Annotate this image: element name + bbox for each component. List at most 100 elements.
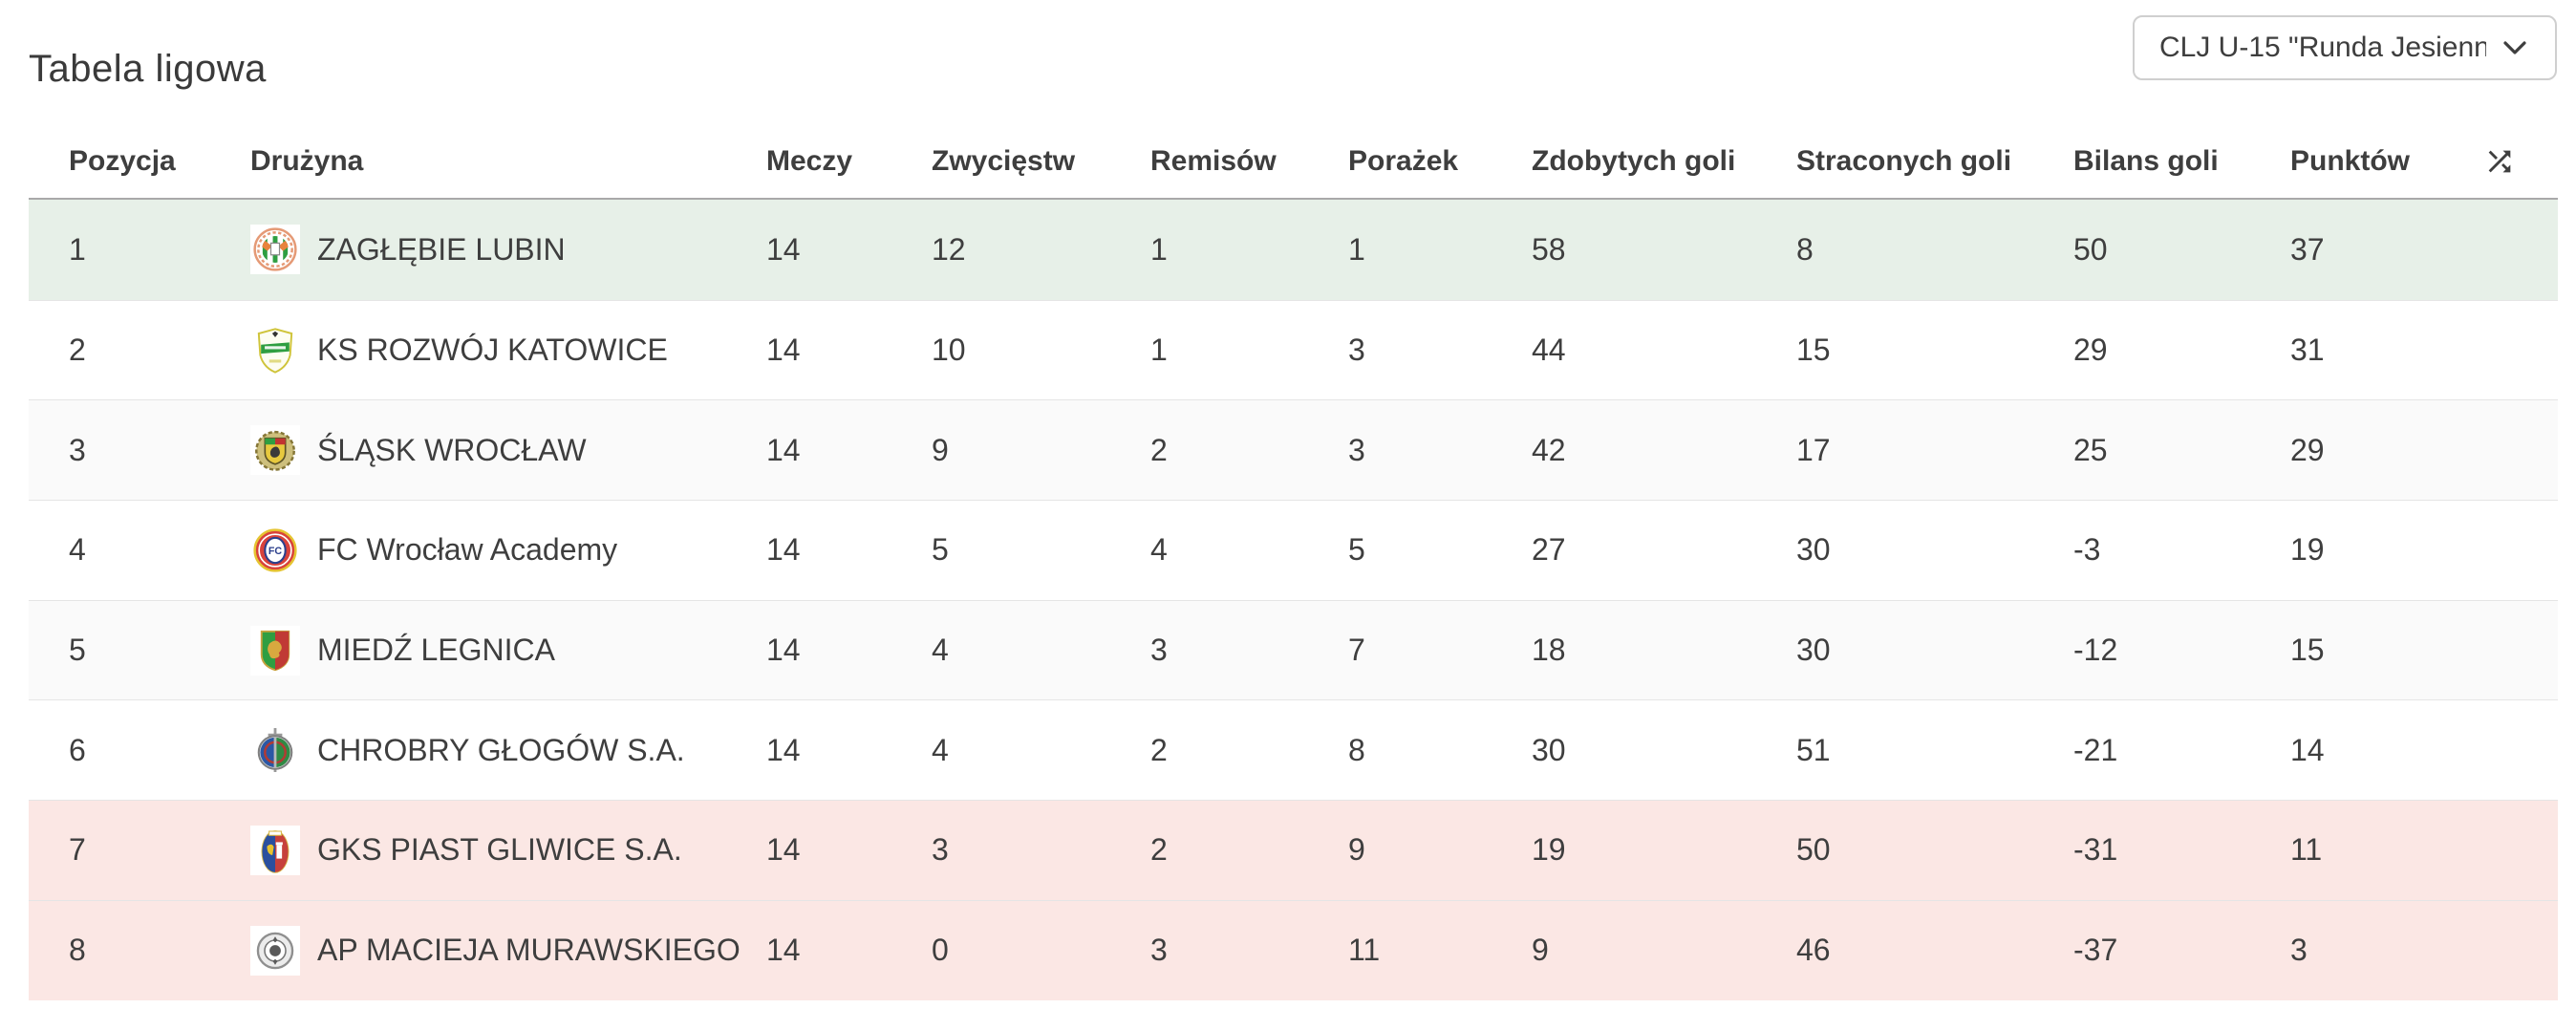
matches-cell: 14 <box>766 333 801 368</box>
topbar: Tabela ligowa CLJ U-15 "Runda Jesienna G… <box>0 0 2576 124</box>
team-name: GKS PIAST GLIWICE S.A. <box>317 832 682 868</box>
matches-cell: 14 <box>766 732 801 767</box>
wins-cell: 10 <box>932 333 966 368</box>
team-name: KS ROZWÓJ KATOWICE <box>317 333 668 368</box>
goal-diff-cell: -21 <box>2073 732 2118 767</box>
table-row-position-1[interactable]: 1 ZAGŁĘBIE LUBIN 14 12 1 1 58 8 50 37 <box>29 200 2558 300</box>
column-header-team: Drużyna <box>250 144 364 177</box>
table-body: 1 ZAGŁĘBIE LUBIN 14 12 1 1 58 8 50 37 2 … <box>29 200 2558 1000</box>
position-cell: 8 <box>69 933 86 968</box>
goals-for-cell: 19 <box>1532 832 1566 868</box>
chevron-down-icon <box>2503 40 2526 54</box>
team-name: MIEDŹ LEGNICA <box>317 633 555 668</box>
team-cell: AP MACIEJA MURAWSKIEGO <box>250 925 766 976</box>
points-cell: 19 <box>2290 532 2325 568</box>
table-row-position-7[interactable]: 7 GKS PIAST GLIWICE S.A. 14 3 2 9 19 50 … <box>29 800 2558 900</box>
matches-cell: 14 <box>766 532 801 568</box>
season-select-value: CLJ U-15 "Runda Jesienna G... <box>2159 32 2486 63</box>
team-cell: MIEDŹ LEGNICA <box>250 625 766 676</box>
column-header-draws: Remisów <box>1150 144 1277 177</box>
slask-wroclaw-crest-icon <box>250 425 300 476</box>
shuffle-columns-button[interactable] <box>2482 144 2517 179</box>
wins-cell: 3 <box>932 832 949 868</box>
column-header-goal-diff: Bilans goli <box>2073 144 2219 177</box>
goals-for-cell: 42 <box>1532 432 1566 467</box>
column-header-wins: Zwycięstw <box>932 144 1076 177</box>
season-select[interactable]: CLJ U-15 "Runda Jesienna G... <box>2133 15 2557 80</box>
losses-cell: 9 <box>1348 832 1365 868</box>
goals-for-cell: 44 <box>1532 333 1566 368</box>
goal-diff-cell: 29 <box>2073 333 2108 368</box>
losses-cell: 3 <box>1348 432 1365 467</box>
draws-cell: 2 <box>1150 432 1168 467</box>
losses-cell: 3 <box>1348 333 1365 368</box>
position-cell: 4 <box>69 532 86 568</box>
goals-against-cell: 50 <box>1796 832 1831 868</box>
losses-cell: 11 <box>1348 933 1381 968</box>
matches-cell: 14 <box>766 633 801 668</box>
svg-text:FC: FC <box>268 546 283 557</box>
column-header-goals-for: Zdobytych goli <box>1532 144 1736 177</box>
losses-cell: 5 <box>1348 532 1365 568</box>
page-title: Tabela ligowa <box>29 48 267 90</box>
team-cell: GKS PIAST GLIWICE S.A. <box>250 825 766 875</box>
team-cell: KS ROZWÓJ KATOWICE <box>250 325 766 376</box>
fc-wroclaw-academy-crest-icon: FC <box>250 525 300 575</box>
goals-for-cell: 27 <box>1532 532 1566 568</box>
team-cell: ŚLĄSK WROCŁAW <box>250 425 766 476</box>
goals-for-cell: 18 <box>1532 633 1566 668</box>
points-cell: 37 <box>2290 231 2325 267</box>
column-header-matches: Meczy <box>766 144 853 177</box>
column-header-position: Pozycja <box>69 144 176 177</box>
wins-cell: 12 <box>932 231 966 267</box>
shuffle-icon <box>2488 150 2511 172</box>
draws-cell: 4 <box>1150 532 1168 568</box>
goals-against-cell: 30 <box>1796 633 1831 668</box>
wins-cell: 9 <box>932 432 949 467</box>
goals-against-cell: 51 <box>1796 732 1831 767</box>
goals-against-cell: 17 <box>1796 432 1831 467</box>
table-header-row: Pozycja Drużyna Meczy Zwycięstw Remisów … <box>29 124 2558 200</box>
losses-cell: 7 <box>1348 633 1365 668</box>
table-row-position-8[interactable]: 8 AP MACIEJA MURAWSKIEGO 14 0 3 11 9 46 … <box>29 899 2558 1000</box>
goal-diff-cell: 25 <box>2073 432 2108 467</box>
table-row-position-4[interactable]: 4 FC FC Wrocław Academy 14 5 4 5 27 30 -… <box>29 500 2558 600</box>
draws-cell: 3 <box>1150 933 1168 968</box>
team-name: FC Wrocław Academy <box>317 532 618 568</box>
miedz-legnica-crest-icon <box>250 625 300 676</box>
table-row-position-3[interactable]: 3 ŚLĄSK WROCŁAW 14 9 2 3 42 17 25 29 <box>29 399 2558 501</box>
position-cell: 7 <box>69 832 86 868</box>
matches-cell: 14 <box>766 933 801 968</box>
points-cell: 3 <box>2290 933 2308 968</box>
goals-for-cell: 58 <box>1532 231 1566 267</box>
team-cell: CHROBRY GŁOGÓW S.A. <box>250 725 766 776</box>
goals-for-cell: 9 <box>1532 933 1549 968</box>
ap-murawskiego-crest-icon <box>250 925 300 976</box>
goal-diff-cell: 50 <box>2073 231 2108 267</box>
table-row-position-2[interactable]: 2 KS ROZWÓJ KATOWICE 14 10 1 3 44 15 29 … <box>29 299 2558 400</box>
position-cell: 6 <box>69 732 86 767</box>
wins-cell: 4 <box>932 633 949 668</box>
column-header-points: Punktów <box>2290 144 2410 177</box>
table-row-position-5[interactable]: 5 MIEDŹ LEGNICA 14 4 3 7 18 30 -12 15 <box>29 599 2558 700</box>
wins-cell: 5 <box>932 532 949 568</box>
losses-cell: 8 <box>1348 732 1365 767</box>
goals-against-cell: 46 <box>1796 933 1831 968</box>
column-header-goals-against: Straconych goli <box>1796 144 2012 177</box>
rozwoj-katowice-crest-icon <box>250 325 300 376</box>
table-row-position-6[interactable]: 6 CHROBRY GŁOGÓW S.A. 14 4 2 8 30 51 -21… <box>29 699 2558 801</box>
draws-cell: 1 <box>1150 333 1168 368</box>
team-name: CHROBRY GŁOGÓW S.A. <box>317 732 685 767</box>
points-cell: 14 <box>2290 732 2325 767</box>
wins-cell: 0 <box>932 933 949 968</box>
losses-cell: 1 <box>1348 231 1365 267</box>
goal-diff-cell: -37 <box>2073 933 2118 968</box>
piast-gliwice-crest-icon <box>250 825 300 875</box>
matches-cell: 14 <box>766 231 801 267</box>
position-cell: 5 <box>69 633 86 668</box>
team-name: ZAGŁĘBIE LUBIN <box>317 231 566 267</box>
team-name: ŚLĄSK WROCŁAW <box>317 432 587 467</box>
goal-diff-cell: -12 <box>2073 633 2118 668</box>
zaglebie-lubin-crest-icon <box>250 225 300 275</box>
matches-cell: 14 <box>766 832 801 868</box>
